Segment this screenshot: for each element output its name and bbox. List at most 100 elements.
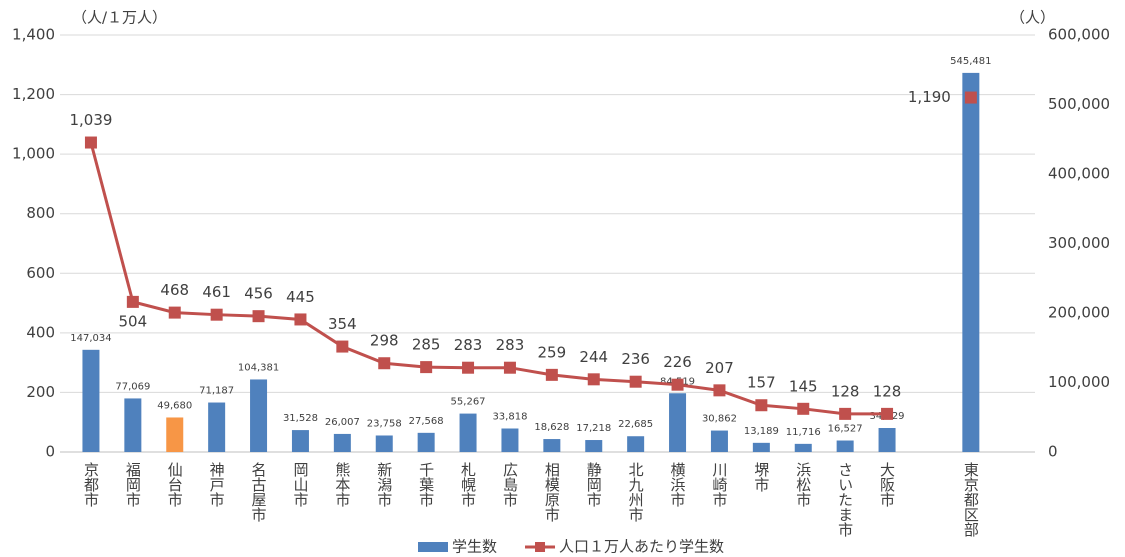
x-tick-label: 熊本市: [333, 462, 351, 507]
bar-value-label: 55,267: [451, 397, 486, 408]
bar: [752, 442, 770, 452]
bar-value-label: 23,758: [367, 418, 402, 429]
x-tick-label: 岡山市: [291, 462, 309, 507]
line-value-label: 354: [328, 315, 357, 333]
bar-value-label: 26,007: [325, 417, 360, 428]
line-marker: [797, 402, 810, 415]
line-value-label: 285: [412, 336, 441, 354]
x-tick-label: 神戸市: [208, 462, 226, 507]
line-marker: [671, 378, 684, 391]
y2-tick-label: 200,000: [1048, 304, 1110, 322]
bar: [794, 443, 812, 452]
line-marker: [629, 375, 642, 388]
x-tick-label: 横浜市: [669, 462, 687, 507]
x-tick-label: 千葉市: [417, 462, 435, 507]
y-tick-label: 0: [45, 443, 55, 461]
bar-value-label: 77,069: [115, 381, 150, 392]
line-value-label: 157: [747, 374, 776, 392]
line-value-label: 1,190: [908, 88, 951, 106]
bar: [250, 379, 268, 452]
bar-value-label: 11,716: [786, 427, 821, 438]
bar-value-label: 31,528: [283, 413, 318, 424]
bar: [585, 440, 603, 452]
line-value-label: 236: [621, 350, 650, 368]
bar: [501, 428, 519, 452]
bar-value-label: 71,187: [199, 386, 234, 397]
y-axis-label: （人/１万人）: [72, 9, 167, 27]
line-marker: [462, 361, 475, 374]
line-value-label: 445: [286, 288, 315, 306]
line-value-label: 145: [789, 377, 818, 395]
x-tick-label: 札幌市: [459, 462, 477, 507]
line-value-label: 298: [370, 332, 399, 350]
bar: [669, 393, 687, 452]
y-tick-label: 1,400: [12, 26, 55, 44]
bar: [627, 436, 645, 452]
y-tick-label: 1,000: [12, 145, 55, 163]
bar-value-label: 49,680: [157, 400, 192, 411]
y2-axis-label: （人）: [1010, 9, 1055, 27]
bar-value-label: 22,685: [618, 419, 653, 430]
x-tick-label: 相模原市: [543, 462, 561, 522]
legend-swatch: [418, 542, 448, 552]
bar: [82, 349, 100, 452]
line-marker: [881, 407, 894, 420]
bar-value-label: 27,568: [409, 416, 444, 427]
line-marker: [839, 407, 852, 420]
line: [89, 142, 888, 416]
bar: [836, 440, 854, 452]
bar-value-label: 13,189: [744, 426, 779, 437]
line-marker: [252, 310, 265, 323]
bar: [878, 428, 896, 452]
line-marker: [420, 361, 433, 374]
x-tick-label: 北九州市: [627, 462, 645, 522]
y2-tick-label: 600,000: [1048, 26, 1110, 44]
line-marker: [713, 384, 726, 397]
line-marker: [545, 368, 558, 381]
x-tick-label: 名古屋市: [250, 462, 268, 522]
y2-tick-label: 500,000: [1048, 95, 1110, 113]
line-marker: [126, 295, 139, 308]
y2-tick-label: 100,000: [1048, 373, 1110, 391]
line-value-label: 128: [873, 382, 902, 400]
line-value-label: 1,039: [69, 111, 112, 129]
y-tick-label: 200: [26, 383, 55, 401]
line-marker: [755, 399, 768, 412]
bar: [459, 413, 477, 452]
bar-value-label: 17,218: [576, 423, 611, 434]
bar: [962, 72, 980, 453]
bar: [710, 430, 728, 452]
line-value-label: 283: [496, 336, 525, 354]
line-value-label: 259: [538, 343, 567, 361]
bar: [124, 398, 142, 452]
bar: [291, 430, 309, 452]
x-tick-label: 堺市: [752, 462, 770, 492]
x-tick-label: 新潟市: [375, 462, 393, 507]
bar: [417, 432, 435, 452]
line-value-label: 461: [202, 283, 231, 301]
x-tick-label: さいたま市: [836, 462, 854, 537]
line-value-label: 128: [831, 382, 860, 400]
y-tick-label: 800: [26, 204, 55, 222]
bar-value-label: 18,628: [534, 422, 569, 433]
line-value-label: 456: [244, 285, 273, 303]
x-tick-label: 京都市: [82, 462, 100, 507]
line-value-label: 504: [119, 312, 148, 330]
y-tick-label: 400: [26, 323, 55, 341]
x-tick-label: 静岡市: [585, 462, 603, 507]
bar: [166, 417, 184, 452]
line-value-label: 244: [579, 348, 608, 366]
line-marker: [336, 340, 349, 353]
line-value-label: 226: [663, 353, 692, 371]
x-tick-label: 東京都区部: [962, 462, 980, 537]
bar-value-label: 147,034: [70, 333, 111, 344]
x-tick-label: 大阪市: [878, 462, 896, 507]
bar: [333, 433, 351, 452]
x-tick-label: 広島市: [501, 462, 519, 507]
bar: [375, 435, 393, 452]
x-tick-label: 川崎市: [710, 462, 728, 507]
legend-label: 学生数: [452, 538, 497, 556]
line-marker: [964, 91, 977, 104]
line-marker: [168, 306, 181, 319]
